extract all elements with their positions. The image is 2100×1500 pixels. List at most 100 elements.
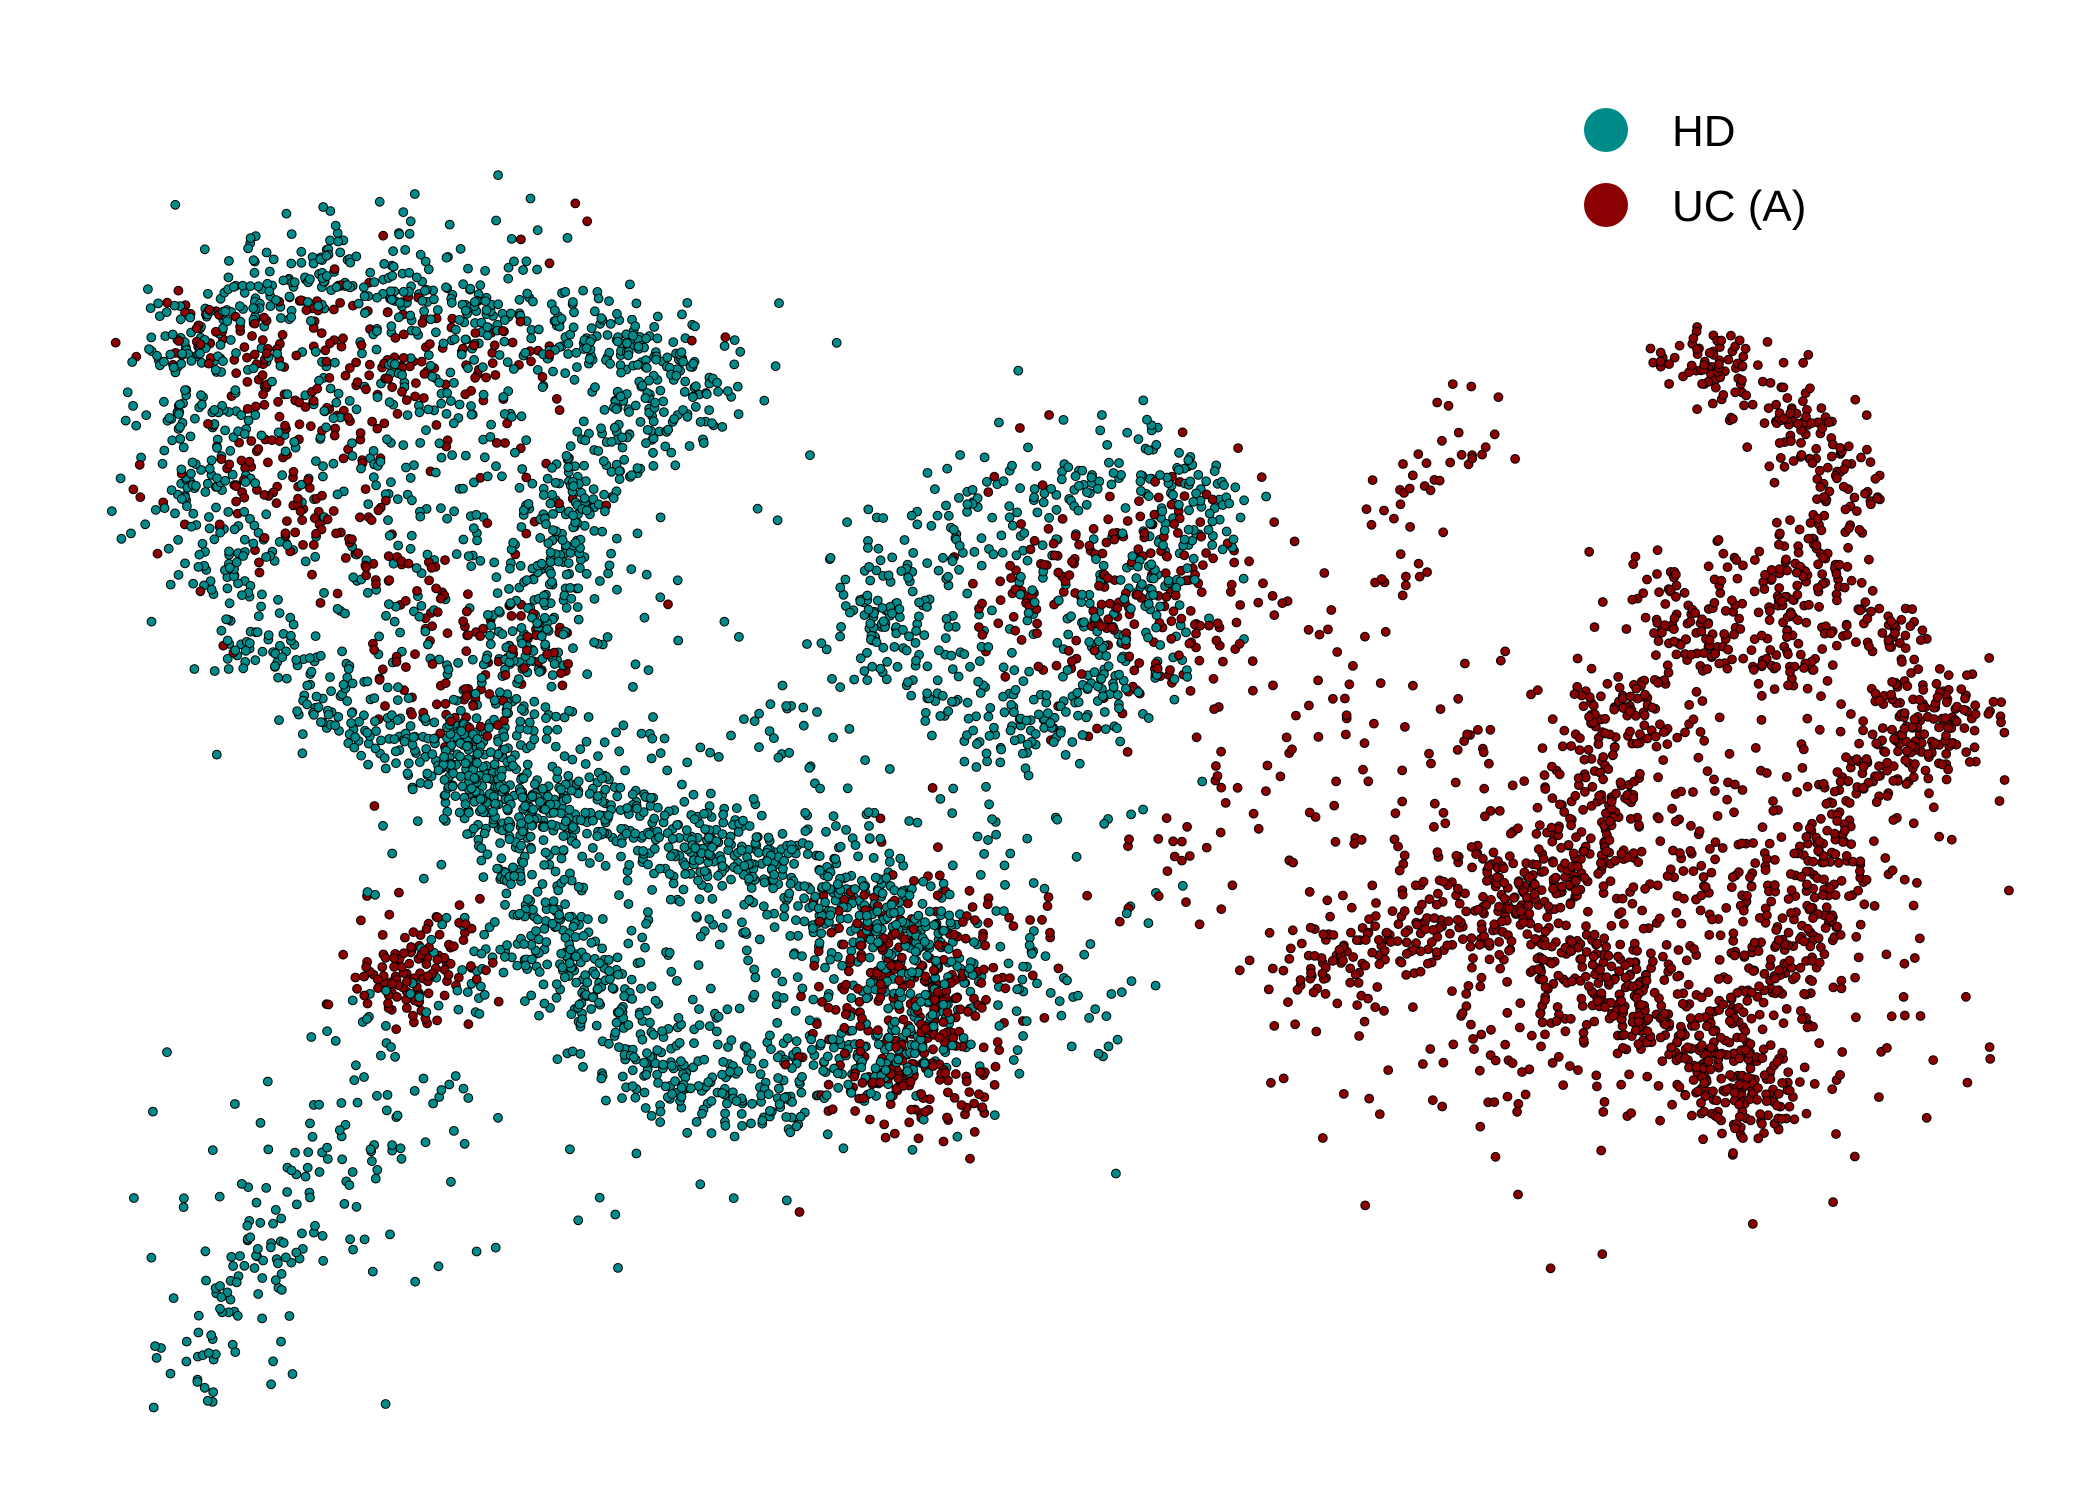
hd-point	[367, 1266, 378, 1277]
hd-point	[849, 674, 860, 685]
hd-point	[276, 1285, 287, 1295]
uc-a-point	[1712, 811, 1723, 821]
hd-point	[261, 1183, 272, 1193]
uc-a-point	[1861, 874, 1872, 885]
uc-a-point	[1194, 919, 1205, 930]
hd-point	[282, 1187, 293, 1197]
hd-point	[678, 884, 689, 895]
uc-a-point	[1823, 417, 1834, 428]
uc-a-point	[1267, 591, 1278, 601]
uc-a-point	[904, 1117, 915, 1128]
uc-a-point	[1679, 893, 1689, 904]
uc-a-point	[1821, 902, 1832, 913]
uc-a-point	[1652, 880, 1663, 891]
uc-a-point	[1486, 1024, 1496, 1035]
uc-a-point	[1822, 825, 1833, 836]
uc-a-point	[1809, 1079, 1820, 1089]
uc-a-point	[1899, 874, 1910, 885]
hd-point	[317, 1231, 328, 1241]
uc-a-point	[463, 589, 473, 600]
hd-point	[588, 484, 599, 495]
hd-point	[720, 1120, 731, 1131]
hd-point	[1106, 479, 1117, 490]
uc-a-point	[1468, 953, 1478, 964]
hd-point	[411, 272, 422, 283]
hd-point	[466, 409, 477, 420]
hd-point	[841, 825, 851, 835]
uc-a-point	[1901, 779, 1912, 789]
uc-a-point	[1699, 1106, 1709, 1117]
hd-point	[612, 584, 622, 595]
hd-point	[1143, 713, 1154, 723]
uc-a-point	[1667, 803, 1677, 814]
hd-point	[356, 463, 366, 474]
hd-point	[835, 682, 846, 693]
uc-a-point	[1631, 964, 1642, 974]
hd-point	[376, 735, 386, 746]
hd-point	[589, 594, 600, 604]
hd-point	[215, 1303, 225, 1314]
hd-point	[257, 1313, 268, 1324]
uc-a-point	[1828, 982, 1839, 993]
uc-a-point	[352, 377, 363, 388]
hd-point	[1056, 1010, 1067, 1021]
hd-point	[569, 374, 580, 385]
hd-point	[954, 493, 964, 503]
hd-point	[310, 551, 321, 562]
hd-point	[550, 845, 561, 856]
uc-a-point	[1361, 504, 1372, 515]
hd-point	[518, 265, 528, 275]
hd-point	[452, 985, 463, 996]
hd-point	[884, 848, 895, 859]
hd-point	[662, 352, 673, 363]
uc-a-point	[1704, 930, 1715, 940]
hd-point	[910, 638, 921, 648]
hd-point	[296, 246, 307, 257]
hd-point	[639, 612, 650, 623]
hd-point	[1014, 1068, 1025, 1079]
uc-a-point	[1539, 866, 1549, 877]
hd-point	[655, 1106, 666, 1117]
hd-point	[668, 878, 679, 889]
uc-a-point	[1263, 984, 1274, 995]
hd-point	[1079, 617, 1089, 628]
uc-a-point	[1364, 914, 1374, 925]
uc-a-point	[813, 946, 824, 957]
uc-a-point	[317, 490, 327, 501]
uc-a-point	[1874, 761, 1884, 771]
uc-a-point	[1814, 601, 1824, 612]
hd-point	[1142, 414, 1152, 425]
hd-point	[1173, 465, 1184, 475]
hd-point	[520, 996, 530, 1007]
hd-point	[1003, 958, 1014, 969]
uc-a-point	[1161, 592, 1172, 602]
hd-point	[935, 794, 946, 804]
hd-point	[623, 938, 634, 949]
hd-point	[448, 694, 459, 705]
hd-point	[159, 356, 169, 367]
hd-point	[951, 1057, 962, 1068]
hd-point	[383, 515, 393, 526]
hd-point	[1032, 978, 1042, 989]
hd-point	[958, 1033, 969, 1043]
hd-point	[704, 1021, 715, 1031]
uc-a-point	[1345, 977, 1356, 988]
uc-a-point	[1843, 542, 1853, 553]
uc-a-point	[1728, 928, 1739, 939]
uc-a-point	[1453, 427, 1464, 438]
uc-a-point	[1344, 679, 1355, 690]
hd-point	[717, 422, 728, 432]
uc-a-point	[1809, 892, 1820, 903]
hd-point	[713, 752, 724, 762]
uc-a-point	[1285, 943, 1296, 954]
uc-a-point	[1695, 905, 1706, 916]
hd-point	[587, 843, 598, 853]
uc-a-point	[1792, 787, 1802, 797]
hd-point	[463, 363, 473, 374]
hd-point	[904, 816, 915, 826]
uc-a-point	[1638, 588, 1649, 598]
hd-point	[1120, 503, 1131, 513]
hd-point	[472, 758, 483, 768]
hd-point	[1145, 518, 1156, 529]
hd-point	[300, 1171, 311, 1182]
